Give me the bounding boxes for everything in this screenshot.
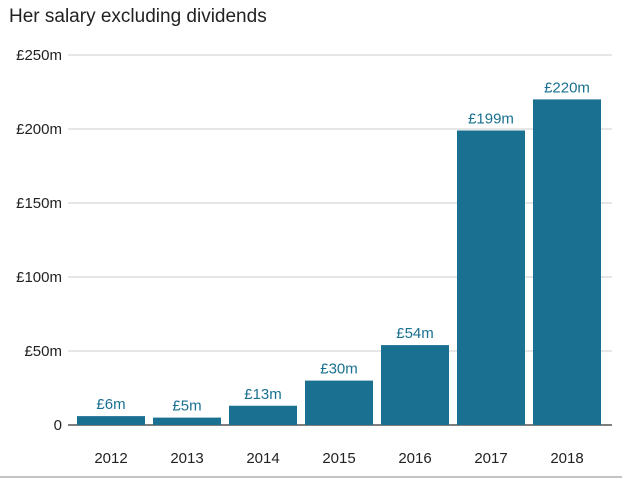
- bar: [381, 345, 449, 425]
- data-label: £220m: [544, 79, 590, 96]
- y-tick-label: 0: [54, 417, 62, 434]
- data-label: £13m: [244, 386, 282, 403]
- y-tick-label: £150m: [16, 195, 62, 212]
- y-tick-label: £100m: [16, 269, 62, 286]
- chart-title: Her salary excluding dividends: [9, 6, 267, 27]
- x-tick-label: 2012: [94, 450, 127, 467]
- x-tick-label: 2018: [550, 450, 583, 467]
- bar: [77, 416, 145, 425]
- x-tick-label: 2015: [322, 450, 355, 467]
- x-tick-label: 2016: [398, 450, 431, 467]
- bar: [229, 405, 297, 425]
- data-label: £54m: [396, 325, 434, 342]
- data-labels: £6m £5m £13m £30m £54m £199m £220m: [96, 79, 590, 414]
- y-tick-label: £50m: [24, 343, 62, 360]
- x-axis-tick-labels: 2012 2013 2014 2015 2016 2017 2018: [94, 450, 583, 467]
- y-tick-label: £200m: [16, 121, 62, 138]
- bars: [77, 99, 601, 426]
- data-label: £199m: [468, 110, 514, 127]
- data-label: £6m: [96, 396, 125, 413]
- bar: [533, 99, 601, 426]
- x-tick-label: 2013: [170, 450, 203, 467]
- y-tick-label: £250m: [16, 47, 62, 64]
- bar: [305, 380, 373, 425]
- bar: [457, 130, 525, 426]
- bar: [153, 417, 221, 425]
- y-axis-tick-labels: 0 £50m £100m £150m £200m £250m: [16, 47, 62, 434]
- x-tick-label: 2014: [246, 450, 279, 467]
- data-label: £30m: [320, 361, 358, 378]
- data-label: £5m: [172, 398, 201, 415]
- x-tick-label: 2017: [474, 450, 507, 467]
